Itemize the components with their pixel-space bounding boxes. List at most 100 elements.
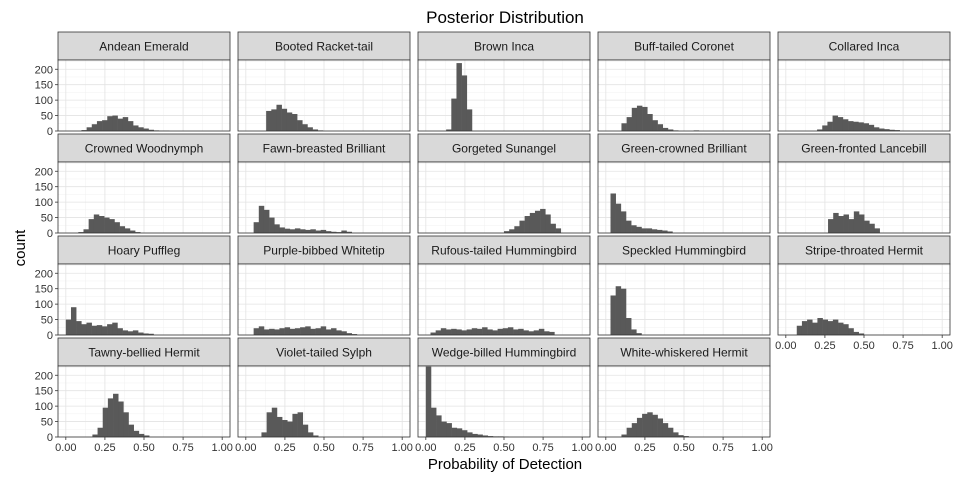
histogram-bar [122, 330, 129, 335]
y-tick-label: 0 [47, 330, 53, 342]
x-tick-label: 1.00 [571, 442, 592, 454]
y-tick-label: 50 [41, 111, 53, 123]
facet-label: Crowned Woodnymph [85, 142, 204, 156]
histogram-bar [269, 328, 275, 335]
facet-border [417, 59, 591, 132]
histogram-bar [533, 330, 540, 335]
histogram-bar [853, 331, 859, 335]
facet-border [237, 59, 411, 132]
histogram-bar [286, 112, 293, 131]
histogram-bar [263, 329, 270, 335]
histogram-bar [482, 327, 488, 335]
histogram-bar [302, 424, 309, 437]
histogram-bar [313, 435, 319, 437]
histogram-bar [112, 115, 118, 131]
histogram-bar [555, 228, 562, 233]
facet-strip [237, 133, 411, 163]
x-tick-label: 0.50 [493, 442, 514, 454]
histogram-bar [315, 328, 322, 335]
facet-strip [417, 133, 591, 163]
histogram-bar [312, 129, 319, 131]
histogram-bar [117, 118, 124, 131]
histogram-bar [858, 214, 865, 233]
histogram-bar [320, 326, 327, 335]
histogram-bar [827, 121, 833, 131]
histogram-bar [300, 327, 306, 335]
y-tick-label: 150 [35, 284, 53, 296]
histogram-bar [828, 219, 834, 233]
facet-panel: Speckled Hummingbird [597, 235, 771, 336]
histogram-bar [92, 434, 98, 437]
histogram-bar [843, 324, 849, 335]
facet-label: Green-fronted Lancebill [801, 142, 926, 156]
histogram-bar [88, 219, 95, 233]
histogram-bar [86, 127, 93, 131]
histogram-bar [487, 329, 493, 335]
facet-strip [417, 31, 591, 61]
histogram-bar [487, 436, 494, 437]
histogram-bar [456, 329, 462, 335]
x-tick-label: 1.00 [751, 442, 772, 454]
histogram-bar [848, 121, 854, 131]
y-tick-label: 100 [35, 299, 53, 311]
facet-panel: Green-fronted Lancebill [777, 133, 951, 234]
facet-label: Collared Inca [829, 40, 900, 54]
histogram-bar [636, 333, 642, 335]
histogram-bar [320, 229, 327, 233]
histogram-bar [620, 211, 627, 233]
x-tick-label: 0.50 [313, 442, 334, 454]
histogram-bar [138, 433, 145, 437]
facet-label: Stripe-throated Hermit [805, 244, 924, 258]
histogram-bar [642, 106, 648, 131]
histogram-bar [667, 231, 673, 233]
histogram-bar [832, 319, 839, 335]
x-tick-label: 0.25 [274, 442, 295, 454]
histogram-bar [138, 332, 144, 335]
histogram-bar [626, 427, 633, 437]
histogram-bar [636, 105, 643, 131]
histogram-bar [456, 428, 463, 437]
histogram-bar [331, 231, 337, 233]
histogram-bar [133, 125, 139, 131]
histogram-bar [641, 228, 647, 233]
facet-panel: Rufous-tailed Hummingbird [417, 235, 591, 336]
histogram-bar [673, 432, 679, 437]
facet-border [57, 59, 231, 132]
chart-title: Posterior Distribution [426, 8, 584, 27]
x-tick-label: 0.75 [532, 442, 553, 454]
facet-border [57, 161, 231, 234]
facet-panel: Hoary Puffleg 0 50 100 150 200 [35, 235, 231, 342]
x-tick-label: 0.75 [712, 442, 733, 454]
histogram-bar [281, 108, 288, 131]
histogram-bar [269, 217, 275, 233]
y-tick-label: 0 [47, 432, 53, 444]
x-tick-label: 0.00 [235, 442, 256, 454]
facet-panels: Andean Emerald 0 50 100 150 200 Booted Racket-… [35, 31, 953, 454]
x-tick-label: 0.50 [133, 442, 154, 454]
facet-strip [597, 337, 771, 367]
facet-strip [597, 133, 771, 163]
histogram-bar [651, 229, 658, 233]
histogram-bar [91, 124, 98, 131]
histogram-bar [297, 412, 304, 437]
histogram-bar [325, 231, 332, 233]
histogram-bar [874, 228, 880, 233]
histogram-bar [838, 322, 844, 335]
facet-label: Wedge-billed Hummingbird [432, 346, 577, 360]
histogram-bar [279, 227, 285, 233]
histogram-bar [461, 75, 468, 131]
histogram-bar [476, 328, 483, 335]
facet-border [597, 263, 771, 336]
histogram-bar [107, 116, 113, 131]
x-tick-label: 1.00 [211, 442, 232, 454]
y-tick-label: 100 [35, 197, 53, 209]
histogram-bar [336, 330, 342, 335]
histogram-bar [70, 307, 77, 335]
histogram-bar [109, 219, 115, 233]
histogram-bar [456, 63, 462, 131]
histogram-bar [466, 329, 473, 335]
histogram-bar [879, 128, 885, 131]
histogram-bar [534, 210, 541, 233]
histogram-bar [497, 328, 504, 335]
histogram-bar [662, 423, 669, 437]
